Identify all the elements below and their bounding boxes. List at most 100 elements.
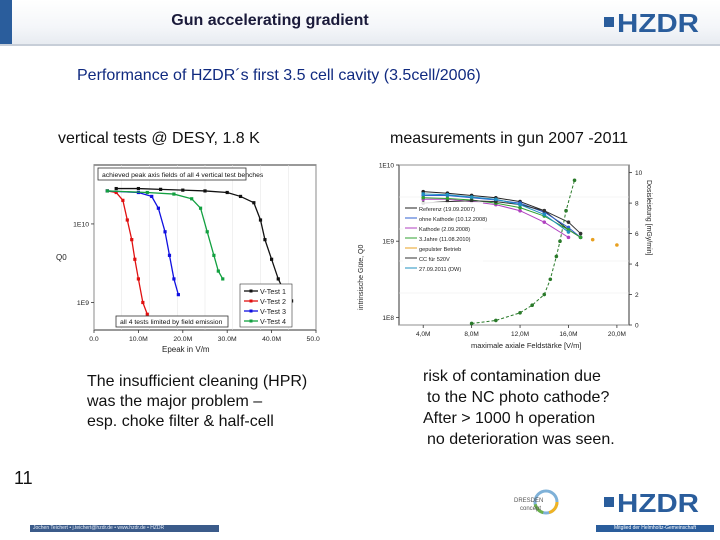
data-point xyxy=(114,190,118,195)
data-point xyxy=(558,239,562,243)
data-point xyxy=(221,277,225,281)
data-point xyxy=(150,194,154,199)
data-point xyxy=(421,195,426,200)
data-point xyxy=(578,235,583,240)
data-point xyxy=(203,189,207,193)
legend-label: V-Test 3 xyxy=(260,307,286,316)
data-point xyxy=(572,178,577,183)
data-point xyxy=(566,220,571,224)
x-tick-label: 0.0 xyxy=(89,336,99,343)
data-point xyxy=(542,212,547,217)
data-point xyxy=(494,197,498,202)
data-point xyxy=(542,292,547,297)
slide-title: Gun accelerating gradient xyxy=(171,12,369,29)
hzdr-logo-text: HZDR xyxy=(617,8,699,36)
data-point xyxy=(445,192,450,197)
data-point xyxy=(163,230,167,234)
dresden-line1: DRESDEN xyxy=(514,498,544,504)
x-tick-label: 8,0M xyxy=(464,331,478,338)
y2-tick-label: 10 xyxy=(635,170,643,177)
data-point xyxy=(216,269,220,273)
data-point xyxy=(590,237,595,242)
x-tick-label: 4,0M xyxy=(416,331,430,338)
data-point xyxy=(518,311,522,315)
data-point xyxy=(566,235,571,240)
data-point xyxy=(469,199,474,203)
left-text: The insufficient cleaning (HPR) was the … xyxy=(87,372,307,432)
dresden-concept-logo xyxy=(533,489,559,515)
data-point xyxy=(225,190,229,195)
data-point xyxy=(167,253,172,257)
data-point xyxy=(121,198,125,202)
dresden-line2: concept xyxy=(520,506,542,512)
left-text-line: was the major problem – xyxy=(87,393,263,410)
legend-marker xyxy=(249,319,253,323)
hzdr-footer-logo: HZDR xyxy=(604,488,699,516)
y-tick-label: 1E10 xyxy=(73,221,89,228)
data-point xyxy=(578,231,583,236)
left-text-line: The insufficient cleaning (HPR) xyxy=(87,373,308,390)
hzdr-logo: HZDR xyxy=(604,8,699,36)
legend-marker xyxy=(249,299,253,303)
data-point xyxy=(252,201,256,205)
data-point xyxy=(494,318,498,323)
data-point xyxy=(518,202,522,207)
data-point xyxy=(130,238,134,242)
data-point xyxy=(564,208,568,213)
header-bar: Gun accelerating gradient HZDR xyxy=(0,0,720,46)
data-point xyxy=(445,196,450,201)
x-tick-label: 50.0M xyxy=(307,336,320,343)
data-point xyxy=(141,300,145,305)
data-point xyxy=(548,277,553,282)
data-point xyxy=(156,206,160,210)
chart2-legend xyxy=(403,202,483,286)
hzdr-footer-logo-text: HZDR xyxy=(617,488,699,516)
y2-tick-label: 8 xyxy=(635,201,639,208)
data-point xyxy=(518,208,522,213)
data-point xyxy=(270,257,274,261)
data-point xyxy=(276,277,280,281)
series-line-1 xyxy=(423,191,581,238)
data-point xyxy=(136,277,140,281)
right-text-line: After > 1000 h operation xyxy=(423,410,596,427)
chart-title: achieved peak axis fields of all 4 verti… xyxy=(102,172,264,179)
data-point xyxy=(554,254,559,259)
data-point xyxy=(198,206,203,210)
y2-tick-label: 4 xyxy=(635,262,639,269)
legend-label: CC für 520V xyxy=(419,257,450,263)
x-tick-label: 12,0M xyxy=(511,331,529,338)
data-point xyxy=(159,187,163,191)
chart-annotation-box xyxy=(115,315,229,328)
data-point xyxy=(105,189,109,193)
right-text-line: no deterioration was seen. xyxy=(427,431,615,448)
series-line-8 xyxy=(471,180,576,324)
data-point xyxy=(136,186,140,191)
series-line-1 xyxy=(116,187,293,302)
data-point xyxy=(176,293,180,297)
data-point xyxy=(469,195,474,199)
data-point xyxy=(530,303,534,307)
left-text-line: esp. choke filter & half-cell xyxy=(87,413,274,430)
chart-title-box xyxy=(97,167,247,181)
data-point xyxy=(145,190,149,195)
data-point xyxy=(212,253,216,257)
legend-label: V-Test 4 xyxy=(260,317,286,326)
legend-label: Referenz (19.09.2007) xyxy=(419,207,475,213)
legend-label: 3.Jahre (11.08.2010) xyxy=(419,237,471,243)
right-text-line: risk of contamination due xyxy=(423,368,601,385)
data-point xyxy=(145,312,149,316)
y-tick-label: 1E8 xyxy=(382,315,394,322)
legend-label: ohne Kathode (10.12.2008) xyxy=(419,217,487,223)
data-point xyxy=(566,230,571,234)
legend-label: V-Test 1 xyxy=(260,287,286,296)
chart2-ylabel: intrinsische Güte, Q0 xyxy=(358,245,365,310)
header-rule xyxy=(0,44,720,46)
series-line-3 xyxy=(107,190,179,295)
y-tick-label: 1E9 xyxy=(382,239,394,246)
data-point xyxy=(518,205,522,210)
data-point xyxy=(190,197,194,201)
subtitle: Performance of HZDR´s first 3.5 cell cav… xyxy=(77,67,481,84)
x-tick-label: 20,0M xyxy=(608,331,626,338)
data-point xyxy=(263,238,267,242)
data-point xyxy=(238,194,243,199)
